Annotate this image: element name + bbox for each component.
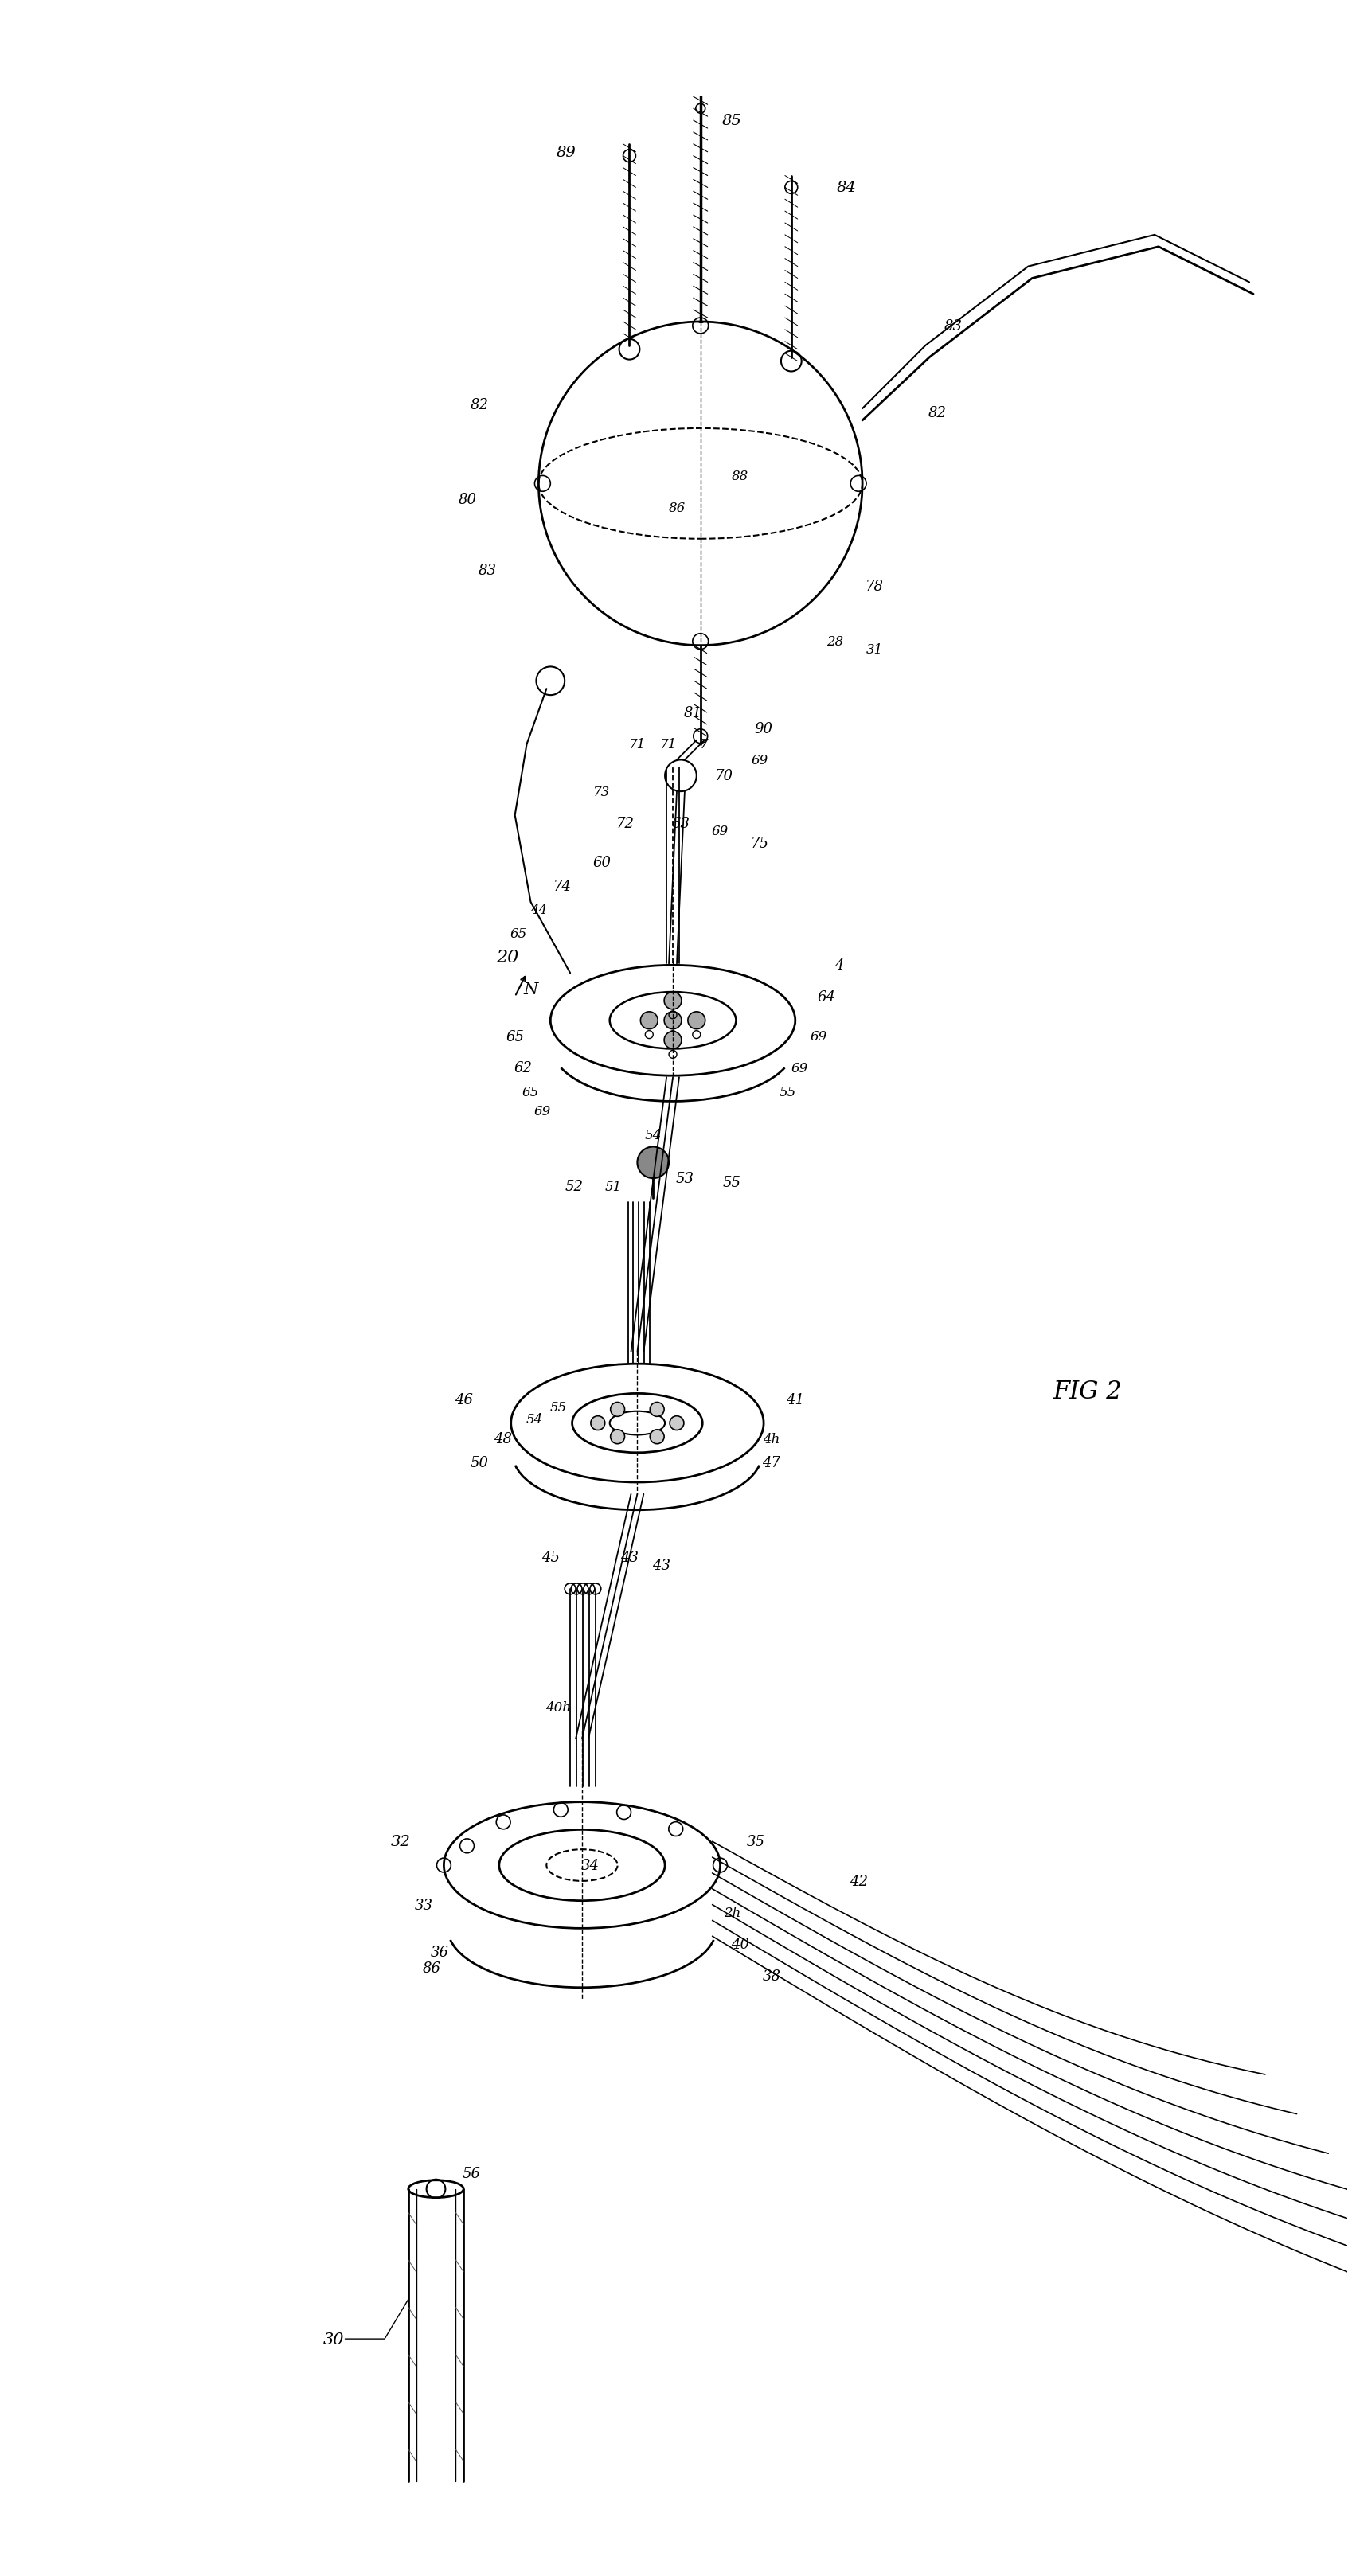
Text: 46: 46 [454,1394,472,1406]
Text: 28: 28 [826,636,842,649]
Circle shape [664,1012,681,1030]
Text: 20: 20 [495,948,518,966]
Text: 75: 75 [750,837,768,850]
Text: 71: 71 [660,737,677,752]
Text: 88: 88 [731,469,748,482]
Circle shape [637,1146,668,1180]
Circle shape [649,1401,664,1417]
Text: 82: 82 [927,407,946,420]
Text: 38: 38 [763,1968,780,1984]
Circle shape [687,1012,704,1030]
Circle shape [591,1417,604,1430]
Text: 43: 43 [652,1558,669,1571]
Text: 4: 4 [834,958,842,974]
Circle shape [664,992,681,1010]
Text: 44: 44 [530,904,546,917]
Text: 43: 43 [619,1551,638,1564]
Text: 89: 89 [556,144,576,160]
Text: 31: 31 [865,644,882,657]
Text: 69: 69 [711,824,729,837]
Text: 35: 35 [746,1834,764,1850]
Text: 55: 55 [549,1401,566,1414]
Text: 70: 70 [715,770,733,783]
Circle shape [610,1430,625,1445]
Text: 47: 47 [763,1455,780,1471]
Text: 50: 50 [470,1455,488,1471]
Text: 90: 90 [754,721,772,737]
Text: 85: 85 [722,113,741,129]
Text: 45: 45 [541,1551,560,1564]
Circle shape [649,1430,664,1445]
Text: 40h: 40h [545,1700,571,1713]
Text: 80: 80 [458,492,476,507]
Text: 64: 64 [817,989,836,1005]
Circle shape [610,1401,625,1417]
Text: 4h: 4h [763,1432,780,1445]
Text: 48: 48 [493,1432,512,1445]
Text: 86: 86 [423,1960,441,1976]
Text: 84: 84 [837,180,856,196]
Text: 55: 55 [779,1084,795,1097]
Text: 53: 53 [675,1172,694,1185]
Text: 74: 74 [553,878,571,894]
Text: FIG 2: FIG 2 [1052,1381,1121,1404]
Text: 2h: 2h [723,1906,740,1919]
Text: 42: 42 [849,1873,867,1888]
Circle shape [664,1033,681,1048]
Text: 30: 30 [323,2331,343,2347]
Text: 78: 78 [864,580,883,595]
Text: 82: 82 [470,399,488,412]
Text: 73: 73 [594,786,610,799]
Text: 54: 54 [645,1128,661,1141]
Text: 69: 69 [750,755,768,768]
Text: 62: 62 [514,1061,531,1074]
Text: 36: 36 [430,1945,449,1960]
Text: 33: 33 [415,1899,433,1911]
Text: 81: 81 [683,706,702,721]
Text: N: N [523,981,538,997]
Text: 71: 71 [629,737,645,752]
Text: 83: 83 [944,319,961,332]
Text: 7: 7 [700,737,708,752]
Text: 69: 69 [534,1105,550,1118]
Text: 54: 54 [526,1412,542,1427]
Text: 32: 32 [391,1834,410,1850]
Text: 56: 56 [462,2166,480,2179]
Text: 72: 72 [617,817,634,829]
Text: 65: 65 [506,1030,523,1043]
Text: 63: 63 [671,817,690,829]
Circle shape [669,1417,684,1430]
Text: 83: 83 [477,564,496,577]
Text: 40: 40 [730,1937,749,1953]
Text: 41: 41 [786,1394,804,1406]
Text: 52: 52 [565,1180,583,1193]
Text: 86: 86 [668,500,685,515]
Text: 60: 60 [592,855,611,871]
Text: 55: 55 [722,1175,741,1190]
Text: 51: 51 [604,1180,622,1193]
Text: 34: 34 [580,1857,599,1873]
Circle shape [639,1012,657,1030]
Text: 65: 65 [510,927,527,940]
Text: 69: 69 [810,1030,827,1043]
Text: 69: 69 [791,1061,807,1074]
Text: 65: 65 [522,1084,539,1097]
